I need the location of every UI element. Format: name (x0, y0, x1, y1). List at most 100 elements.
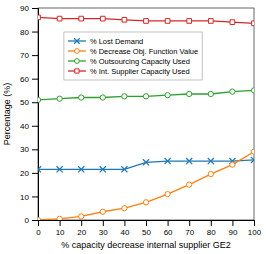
marker-shape (187, 19, 192, 24)
tick-mark (60, 220, 61, 226)
marker (79, 16, 84, 21)
legend-marker (74, 38, 80, 44)
tick-mark (103, 220, 104, 226)
marker-shape (187, 182, 192, 187)
marker (122, 17, 127, 22)
marker (38, 15, 40, 20)
tick: 80 (207, 220, 216, 237)
marker-shape (165, 93, 170, 98)
data-layer (38, 15, 254, 220)
tick: 40 (20, 122, 38, 131)
marker-shape (208, 91, 213, 96)
tick-mark (32, 8, 38, 9)
marker-shape (38, 217, 41, 220)
marker (122, 94, 127, 99)
marker-shape (121, 166, 127, 172)
y-axis: 0102030405060708090 (20, 4, 38, 225)
tick-label: 90 (228, 228, 237, 237)
tick-label: 40 (120, 228, 129, 237)
legend-marker (75, 59, 80, 64)
tick-label: 0 (36, 228, 41, 237)
marker-shape (122, 206, 127, 211)
marker-shape (144, 19, 149, 24)
marker (230, 89, 235, 94)
tick: 0 (36, 220, 41, 237)
marker-shape (57, 96, 62, 101)
x-axis: 0102030405060708090100 (36, 220, 261, 237)
x-axis-title: % capacity decrease internal supplier GE… (61, 240, 231, 250)
marker-shape (208, 158, 214, 164)
tick: 60 (164, 220, 173, 237)
marker (122, 206, 127, 211)
marker (79, 214, 84, 219)
tick-label: 10 (20, 193, 29, 202)
tick-label: 80 (20, 28, 29, 37)
marker-shape (78, 166, 84, 172)
marker-shape (252, 21, 254, 26)
legend-item: % Decrease Obj. Function Value (68, 47, 198, 56)
marker (121, 166, 127, 172)
marker (165, 158, 171, 164)
marker-shape (143, 159, 149, 165)
marker (143, 200, 148, 205)
marker (208, 158, 214, 164)
marker-shape (122, 17, 127, 22)
legend-item: % Outsourcing Capacity Used (68, 57, 190, 66)
tick: 70 (20, 51, 38, 60)
marker-shape (100, 209, 105, 214)
y-axis-title: Percentage (%) (2, 83, 12, 146)
marker-shape (100, 166, 106, 172)
marker-shape (100, 95, 105, 100)
tick: 100 (248, 220, 262, 237)
tick-label: 70 (185, 228, 194, 237)
marker (208, 171, 213, 176)
legend-marker-shape (75, 69, 79, 73)
marker-shape (165, 158, 171, 164)
marker-shape (165, 191, 170, 196)
tick-mark (146, 220, 147, 226)
legend-label: % Int. Supplier Capacity Used (90, 67, 190, 76)
marker (100, 166, 106, 172)
tick-label: 70 (20, 51, 29, 60)
tick: 60 (20, 75, 38, 84)
marker-shape (79, 214, 84, 219)
tick: 0 (25, 216, 38, 225)
tick-mark (81, 220, 82, 226)
marker (79, 95, 84, 100)
tick-label: 30 (99, 228, 108, 237)
axis-line (32, 9, 39, 221)
tick: 10 (56, 220, 65, 237)
marker (38, 166, 41, 172)
marker-shape (230, 162, 235, 167)
tick-label: 50 (142, 228, 151, 237)
marker-shape (186, 158, 192, 164)
tick-label: 50 (20, 98, 29, 107)
tick-mark (32, 173, 38, 174)
tick: 90 (20, 4, 38, 13)
marker (38, 97, 41, 102)
series-line (38, 17, 254, 23)
tick-mark (189, 220, 190, 226)
legend-label: % Decrease Obj. Function Value (90, 47, 198, 56)
marker-shape (230, 20, 235, 25)
tick: 50 (20, 98, 38, 107)
marker-shape (165, 19, 170, 24)
marker (57, 96, 62, 101)
tick-mark (32, 220, 38, 221)
marker (165, 191, 170, 196)
tick-label: 80 (207, 228, 216, 237)
tick-label: 10 (56, 228, 65, 237)
marker (57, 216, 62, 220)
tick-label: 40 (20, 122, 29, 131)
marker-shape (57, 166, 63, 172)
legend-box (64, 32, 202, 80)
marker (187, 19, 192, 24)
tick-label: 60 (20, 75, 29, 84)
marker (143, 159, 149, 165)
marker (186, 158, 192, 164)
tick: 50 (142, 220, 151, 237)
marker (230, 162, 235, 167)
tick-mark (254, 220, 255, 226)
series-line (38, 152, 254, 220)
marker-shape (38, 97, 41, 102)
